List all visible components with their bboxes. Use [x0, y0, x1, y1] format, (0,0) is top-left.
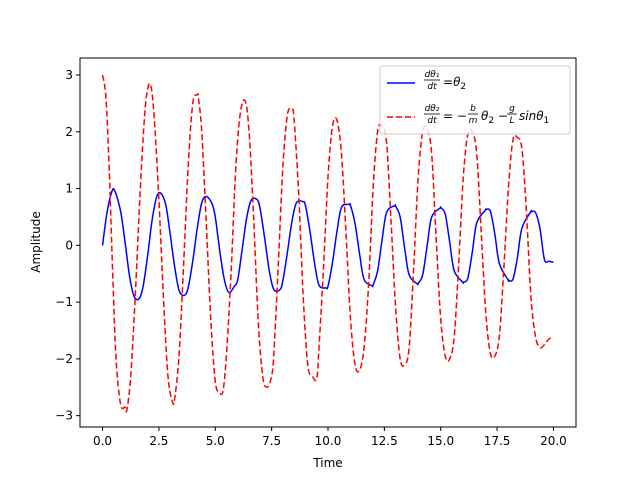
- legend-label-theta1: dθ₁ dt =θ2: [424, 70, 466, 92]
- y-tick-label: 0: [65, 238, 73, 252]
- svg-text:dt: dt: [427, 116, 437, 126]
- x-tick-label: 10.0: [315, 434, 342, 448]
- x-tick-label: 0.0: [93, 434, 112, 448]
- svg-text:dθ₁: dθ₁: [425, 70, 440, 80]
- svg-text:dθ₂: dθ₂: [425, 104, 440, 114]
- svg-text:g: g: [509, 104, 515, 114]
- y-axis-label: Amplitude: [29, 211, 43, 273]
- legend-box: [379, 65, 571, 135]
- svg-text:= −: = −: [443, 109, 467, 123]
- x-axis-label: Time: [312, 456, 342, 470]
- svg-text:=θ2: =θ2: [443, 75, 466, 92]
- x-tick-label: 17.5: [484, 434, 511, 448]
- svg-text:θ2 −: θ2 −: [481, 109, 508, 126]
- y-axis-ticks: −3 −2 −1 0 1 2 3: [55, 68, 80, 423]
- y-tick-label: 3: [65, 68, 73, 82]
- svg-text:m: m: [469, 116, 478, 126]
- svg-text:dt: dt: [427, 82, 437, 92]
- y-tick-label: −1: [55, 295, 73, 309]
- y-tick-label: −3: [55, 409, 73, 423]
- legend-label-theta2: dθ₂ dt = − b m θ2 − g L sinθ1: [424, 104, 549, 126]
- svg-text:L: L: [509, 116, 514, 126]
- series-line-theta1: [101, 187, 554, 301]
- svg-text:b: b: [470, 104, 476, 114]
- x-tick-label: 2.5: [149, 434, 168, 448]
- x-tick-label: 12.5: [371, 434, 398, 448]
- y-tick-label: −2: [55, 352, 73, 366]
- x-tick-label: 15.0: [427, 434, 454, 448]
- legend: dθ₁ dt =θ2 dθ₂ dt = − b m θ2 − g L sinθ1: [379, 65, 571, 135]
- y-tick-label: 2: [65, 125, 73, 139]
- y-tick-label: 1: [65, 182, 73, 196]
- x-tick-label: 20.0: [540, 434, 567, 448]
- x-tick-label: 5.0: [206, 434, 225, 448]
- x-tick-label: 7.5: [262, 434, 281, 448]
- x-axis-ticks: 0.0 2.5 5.0 7.5 10.0 12.5 15.0 17.5 20.0: [93, 427, 567, 448]
- svg-text:sinθ1: sinθ1: [519, 109, 549, 126]
